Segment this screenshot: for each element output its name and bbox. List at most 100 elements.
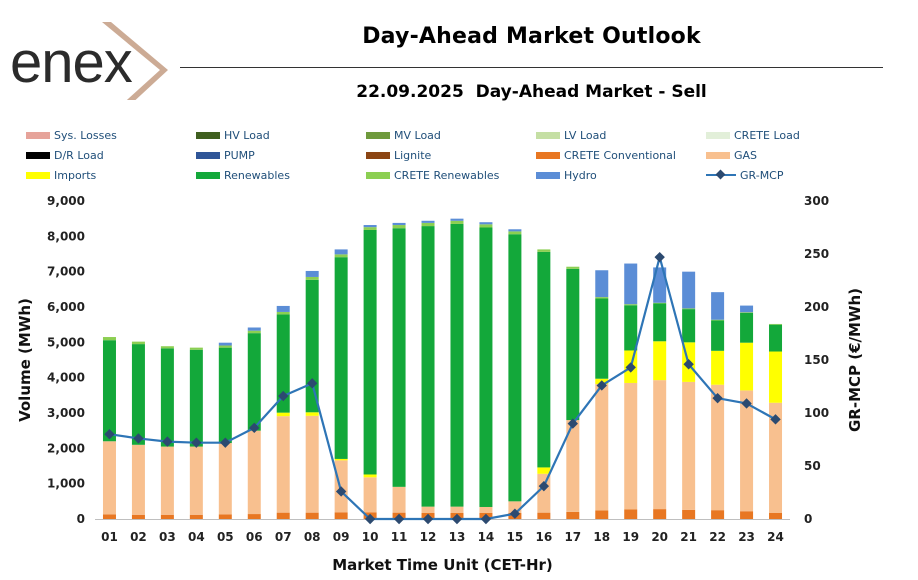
bar-segment	[363, 225, 377, 228]
bar-segment	[537, 251, 551, 468]
mcp-point	[278, 390, 289, 402]
bar-segment	[769, 512, 783, 519]
legend-swatch	[26, 131, 50, 139]
bar-segment	[624, 304, 638, 306]
legend-swatch	[706, 131, 730, 139]
x-tick-label: 04	[188, 530, 205, 544]
bar-segment	[160, 514, 174, 519]
bar-segment	[711, 384, 725, 511]
legend-item: GAS	[706, 146, 757, 164]
legend-label: GAS	[734, 148, 758, 162]
mcp-point	[220, 437, 231, 448]
bar-segment	[450, 223, 464, 507]
x-tick-label: 22	[709, 530, 726, 544]
bar-segment	[537, 467, 551, 474]
bar-segment	[595, 297, 609, 299]
x-tick-label: 10	[362, 530, 379, 544]
legend-label: GR-MCP	[740, 168, 784, 182]
mcp-point	[191, 437, 202, 448]
y-tick-label: 9,000	[47, 194, 85, 208]
mcp-point	[770, 414, 781, 425]
bar-segment	[363, 227, 377, 230]
bar-segment	[595, 510, 609, 519]
mcp-point	[364, 513, 376, 525]
bar-segment	[624, 263, 638, 305]
legend-label: HV Load	[224, 128, 270, 142]
bar-segment	[508, 229, 522, 232]
bar-segment	[682, 308, 696, 310]
bar-segment	[189, 349, 203, 447]
legend-item: GR-MCP	[706, 166, 784, 184]
bar-segment	[131, 341, 145, 345]
bar-segment	[682, 509, 696, 519]
logo-text: enex	[10, 30, 133, 95]
mcp-point	[393, 513, 405, 525]
x-tick-label: 01	[101, 530, 118, 544]
bar-segment	[595, 384, 609, 511]
y2-tick-label: 300	[804, 194, 829, 208]
y-tick-label: 6,000	[47, 300, 85, 314]
legend-label: PUMP	[224, 148, 255, 162]
bar-segment	[276, 416, 290, 513]
bar-segment	[711, 510, 725, 519]
bar-segment	[740, 390, 754, 512]
bar-segment	[102, 340, 116, 442]
x-tick-label: 05	[217, 530, 234, 544]
mcp-point	[451, 513, 463, 525]
bar-segment	[711, 319, 725, 321]
mcp-point	[249, 422, 260, 434]
bar-segment	[537, 473, 551, 513]
legend-item: HV Load	[196, 126, 270, 144]
legend-swatch	[366, 131, 390, 139]
bar-segment	[508, 231, 522, 235]
legend-item: Renewables	[196, 166, 290, 184]
bar-segment	[276, 314, 290, 413]
legend-swatch	[26, 171, 50, 179]
bar-segment	[305, 415, 319, 513]
bar-segment	[479, 222, 493, 225]
legend-label: Hydro	[564, 168, 597, 182]
bar-segment	[334, 458, 348, 461]
legend-label: Renewables	[224, 168, 290, 182]
bar-segment	[740, 305, 754, 313]
mcp-point	[683, 359, 694, 370]
bar-segment	[624, 382, 638, 510]
y2-tick-label: 150	[804, 353, 829, 367]
x-tick-label: 03	[159, 530, 176, 544]
bar-segment	[566, 420, 580, 512]
bar-segment	[421, 220, 435, 223]
bar-segment	[595, 270, 609, 298]
legend-label: Imports	[54, 168, 97, 182]
legend-label: LV Load	[564, 128, 607, 142]
bar-segment	[566, 268, 580, 421]
bar-segment	[102, 514, 116, 519]
bar-segment	[624, 305, 638, 351]
mcp-point	[104, 429, 115, 440]
bar-segment	[247, 430, 261, 515]
legend-swatch	[536, 131, 560, 139]
mcp-point	[712, 392, 723, 404]
legend-swatch	[196, 171, 220, 179]
legend-item: PUMP	[196, 146, 255, 164]
y-tick-label: 4,000	[47, 371, 85, 385]
bar-segment	[624, 509, 638, 519]
mcp-point	[596, 380, 607, 391]
legend-swatch	[366, 151, 390, 159]
legend-item: CRETE Load	[706, 126, 800, 144]
bar-segment	[102, 337, 116, 341]
legend-label: MV Load	[394, 128, 441, 142]
bar-segment	[711, 320, 725, 351]
bar-segment	[160, 446, 174, 515]
y-tick-label: 7,000	[47, 265, 85, 279]
y2-tick-label: 200	[804, 300, 829, 314]
bar-segment	[392, 222, 406, 226]
bar-segment	[334, 249, 348, 255]
x-tick-label: 24	[767, 530, 784, 544]
legend-swatch	[706, 170, 736, 180]
title-divider	[180, 67, 883, 68]
mcp-point	[306, 378, 318, 389]
x-tick-label: 13	[449, 530, 466, 544]
bar-segment	[392, 228, 406, 487]
bar-segment	[450, 218, 464, 221]
